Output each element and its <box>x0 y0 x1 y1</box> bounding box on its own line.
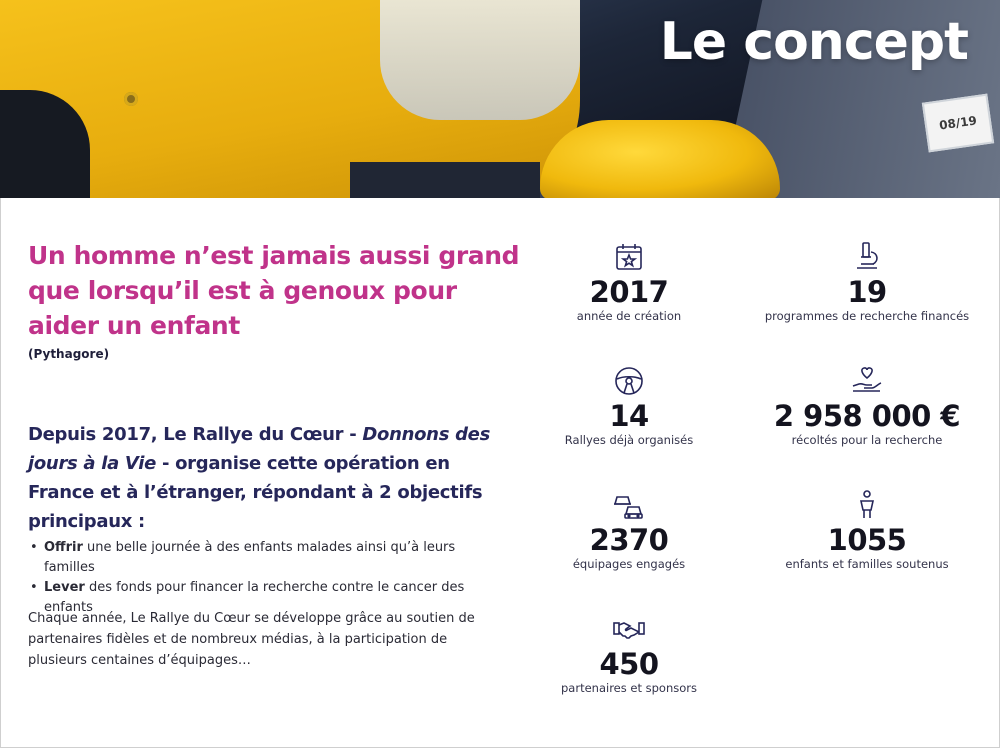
quote-author: (Pythagore) <box>28 347 110 361</box>
objective-keyword: Offrir <box>44 540 83 555</box>
windshield-vignette: 08/19 <box>921 93 995 153</box>
stat-research-programs: 19 programmes de recherche financés <box>747 240 987 323</box>
hero-banner: 08/19 Le concept <box>0 0 1000 198</box>
door-sticker <box>350 162 540 198</box>
microscope-icon <box>857 242 878 269</box>
steering-wheel-icon <box>615 367 643 395</box>
door-handle <box>124 92 138 106</box>
driver-figure <box>380 0 580 120</box>
cars-icon <box>613 496 643 519</box>
intro-paragraph: Depuis 2017, Le Rallye du Cœur - Donnons… <box>28 420 508 536</box>
stat-value: 2370 <box>589 523 669 557</box>
stat-crews: 2370 équipages engagés <box>509 488 749 571</box>
stat-label: partenaires et sponsors <box>561 681 697 695</box>
objectives-list: Offrir une belle journée à des enfants m… <box>28 538 488 618</box>
intro-part2: - organise cette opération en France et … <box>28 453 483 532</box>
child-icon <box>860 490 874 518</box>
handshake-icon <box>613 622 645 639</box>
stat-value: 14 <box>609 399 649 433</box>
stat-value: 2 958 000 € <box>773 399 961 433</box>
stat-families: 1055 enfants et familles soutenus <box>747 488 987 571</box>
page-title: Le concept <box>659 12 969 72</box>
stat-label: année de création <box>576 309 682 323</box>
quote-text: Un homme n’est jamais aussi grand que lo… <box>28 241 520 340</box>
intro-part1: Depuis 2017, Le Rallye du Cœur - <box>28 424 363 445</box>
hand-heart-icon <box>852 367 882 392</box>
stat-partners: 450 partenaires et sponsors <box>509 612 749 695</box>
objective-keyword: Lever <box>44 580 85 595</box>
objective-text: une belle journée à des enfants malades … <box>44 540 456 575</box>
stat-creation-year: 2017 année de création <box>509 240 749 323</box>
list-item: Offrir une belle journée à des enfants m… <box>28 538 488 578</box>
stat-value: 1055 <box>827 523 907 557</box>
stat-label: équipages engagés <box>572 557 686 571</box>
stat-label: récoltés pour la recherche <box>791 433 943 447</box>
stat-label: programmes de recherche financés <box>764 309 970 323</box>
objective-text: des fonds pour financer la recherche con… <box>44 580 465 615</box>
intro-slogan: Donnons des jours à la Vie <box>28 424 490 474</box>
side-mirror <box>540 120 780 198</box>
stat-rallies: 14 Rallyes déjà organisés <box>509 364 749 447</box>
stat-label: enfants et familles soutenus <box>785 557 949 571</box>
stat-funds-raised: 2 958 000 € récoltés pour la recherche <box>747 364 987 447</box>
stat-value: 19 <box>847 275 887 309</box>
calendar-icon <box>616 244 642 270</box>
description-paragraph: Chaque année, Le Rallye du Cœur se dével… <box>28 611 475 668</box>
stat-value: 2017 <box>589 275 669 309</box>
list-item: Lever des fonds pour financer la recherc… <box>28 578 488 618</box>
stat-value: 450 <box>599 647 659 681</box>
stat-label: Rallyes déjà organisés <box>564 433 694 447</box>
